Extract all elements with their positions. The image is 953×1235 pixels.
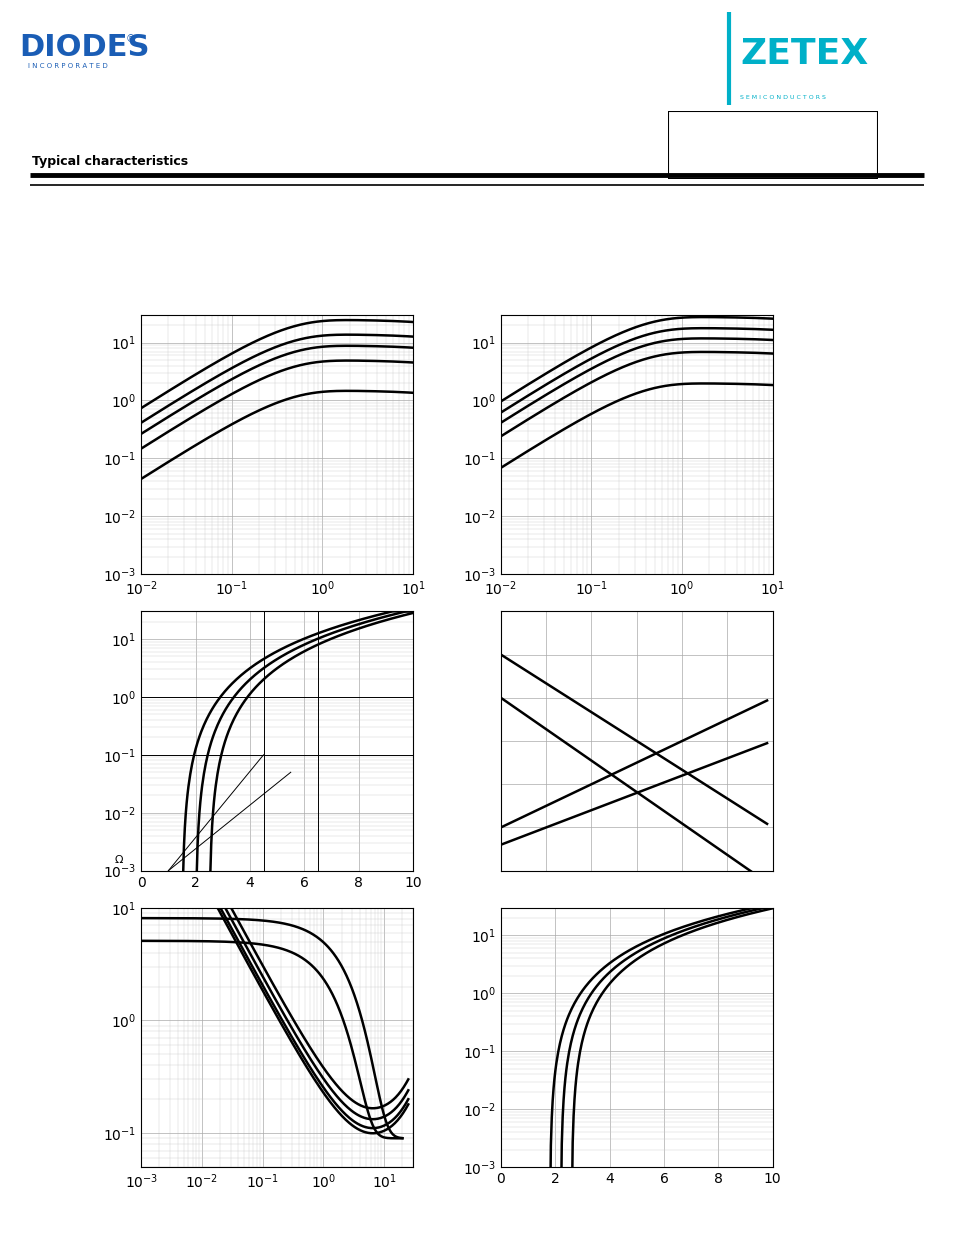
Text: ®: ® (126, 35, 135, 44)
Text: Typical characteristics: Typical characteristics (32, 156, 188, 168)
Text: Ω: Ω (115, 855, 123, 864)
Text: ZETEX: ZETEX (740, 37, 867, 72)
Text: I N C O R P O R A T E D: I N C O R P O R A T E D (28, 63, 108, 69)
Text: S E M I C O N D U C T O R S: S E M I C O N D U C T O R S (740, 95, 825, 100)
Text: DIODES: DIODES (19, 32, 150, 62)
